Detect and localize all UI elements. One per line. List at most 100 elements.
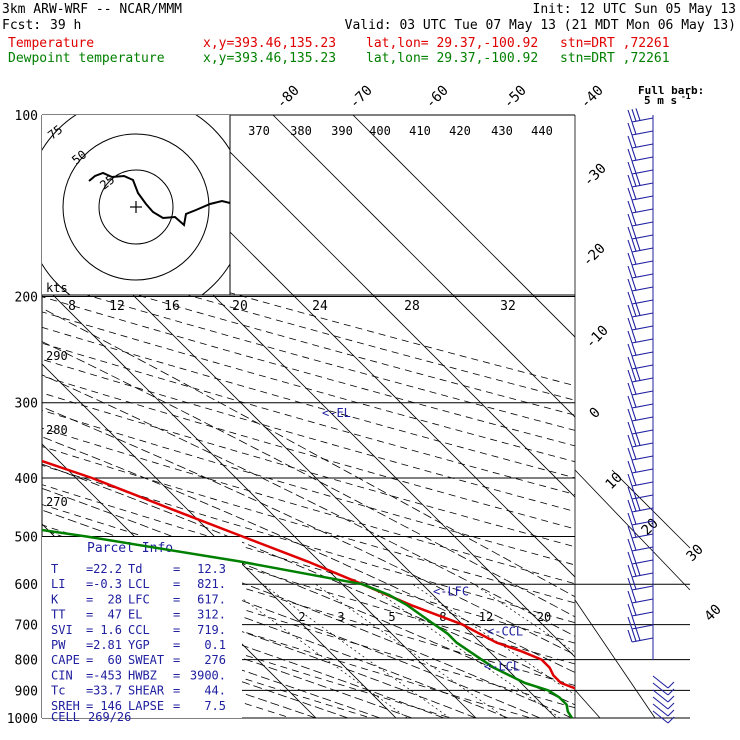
svg-text:=: = bbox=[173, 562, 180, 576]
pressure-label-300: 300 bbox=[15, 397, 38, 412]
theta-label-380: 380 bbox=[290, 124, 312, 138]
wind-barb bbox=[627, 421, 654, 435]
isotherm-60 bbox=[352, 115, 575, 338]
mixing-ratio-8 bbox=[366, 583, 561, 718]
parcel-value-el: 312. bbox=[197, 608, 226, 622]
wind-barb bbox=[652, 703, 675, 717]
parcel-value-cape: 60 bbox=[108, 653, 122, 667]
theta-label-400: 400 bbox=[369, 124, 391, 138]
wind-barb bbox=[652, 696, 675, 710]
theta-label-370: 370 bbox=[248, 124, 270, 138]
dry-adiabat-320 bbox=[42, 484, 575, 644]
parcel-value-t: 22.2 bbox=[93, 562, 122, 576]
dry-adiabat-350 bbox=[42, 427, 575, 585]
hodograph-speed-12: 12 bbox=[109, 299, 125, 314]
parcel-key-t: T bbox=[51, 562, 58, 576]
wind-barb bbox=[627, 213, 654, 227]
parcel-value-sweat: 276 bbox=[204, 653, 226, 667]
parcel-key-ygp: YGP bbox=[128, 638, 150, 652]
mixing-ratio-label-2: 2 bbox=[298, 610, 305, 624]
moist-adiabat-36 bbox=[42, 341, 575, 618]
dry-adiabat-340 bbox=[42, 446, 575, 604]
svg-text:=: = bbox=[86, 623, 93, 637]
barb-legend-unit: 5 m s bbox=[644, 94, 677, 107]
parcel-value-svi: 1.6 bbox=[100, 623, 122, 637]
wind-barb bbox=[627, 278, 654, 292]
pressure-label-800: 800 bbox=[15, 654, 38, 669]
isotherm-40 bbox=[192, 115, 575, 498]
barb-legend-unit-sup: -1 bbox=[681, 92, 691, 101]
wind-barb bbox=[627, 486, 654, 500]
wind-barb bbox=[627, 330, 654, 344]
svg-text:=: = bbox=[173, 623, 180, 637]
dry-adiabat-420 bbox=[42, 311, 575, 463]
parcel-value-li: -0.3 bbox=[93, 577, 122, 591]
wind-barb bbox=[627, 433, 654, 448]
wind-barb bbox=[627, 590, 654, 604]
isotherm-label--60: -60 bbox=[423, 83, 452, 112]
wind-barb bbox=[627, 408, 654, 422]
wind-barb bbox=[627, 303, 654, 318]
hodograph-speed-16: 16 bbox=[164, 299, 180, 314]
parcel-info-title: Parcel Info bbox=[87, 541, 173, 556]
mixing-ratio-20 bbox=[473, 583, 575, 653]
wind-barb bbox=[652, 682, 675, 696]
parcel-key-hwbz: HWBZ bbox=[128, 668, 157, 682]
parcel-key-sreh: SREH bbox=[51, 699, 80, 713]
svg-text:=: = bbox=[86, 653, 93, 667]
parcel-key-tc: Tc bbox=[51, 684, 65, 698]
hodograph-kts-label: kts bbox=[46, 281, 68, 295]
theta-label-420: 420 bbox=[449, 124, 471, 138]
annotation-lfc: <-LFC bbox=[433, 585, 469, 599]
svg-text:=: = bbox=[173, 638, 180, 652]
forecast-hour: 39 h bbox=[50, 18, 82, 33]
isotherm-label--70: -70 bbox=[347, 83, 376, 112]
temperature-legend: Temperature bbox=[8, 36, 95, 51]
parcel-key-cin: CIN bbox=[51, 668, 73, 682]
wind-barb bbox=[652, 689, 675, 703]
parcel-key-td: Td bbox=[128, 562, 142, 576]
parcel-key-k: K bbox=[51, 592, 59, 606]
wind-barb bbox=[627, 368, 654, 383]
svg-text:=: = bbox=[86, 577, 93, 591]
svg-text:=: = bbox=[173, 684, 180, 698]
dewpoint-latlon: lat,lon= 29.37,-100.92 bbox=[366, 51, 539, 66]
wind-barb bbox=[627, 173, 654, 188]
parcel-value-lcl: 821. bbox=[197, 577, 226, 591]
annotation-lcl: <-LCL bbox=[484, 659, 520, 673]
hodograph: 25 50 75 kts 8 12 16 20 24 28 32 bbox=[42, 115, 575, 314]
parcel-value-td: 12.3 bbox=[197, 562, 226, 576]
wind-barb bbox=[627, 498, 654, 513]
isotherm-label--40: -40 bbox=[578, 83, 607, 112]
hodograph-speed-20: 20 bbox=[232, 299, 248, 314]
dry-adiabat-260 bbox=[42, 613, 373, 718]
valid-time: Valid: 03 UTC Tue 07 May 13 (21 MDT Mon … bbox=[344, 18, 736, 33]
parcel-value-sreh: 146 bbox=[100, 699, 122, 713]
parcel-key-cape: CAPE bbox=[51, 653, 80, 667]
wind-barb bbox=[627, 226, 654, 240]
svg-text:=: = bbox=[86, 638, 93, 652]
annotation-el: <-EL bbox=[322, 406, 351, 420]
dewpoint-xy: x,y=393.46,135.23 bbox=[203, 51, 337, 66]
pressure-label-600: 600 bbox=[15, 578, 38, 593]
svg-text:=: = bbox=[86, 608, 93, 622]
wind-barb bbox=[627, 252, 654, 266]
wind-barb bbox=[627, 616, 654, 630]
pressure-label-900: 900 bbox=[15, 684, 38, 699]
isotherm-label--20: -20 bbox=[580, 241, 609, 270]
parcel-key-sweat: SWEAT bbox=[128, 653, 164, 667]
wind-barb bbox=[627, 148, 654, 162]
dewpoint-profile bbox=[42, 528, 574, 718]
wind-barb bbox=[627, 551, 654, 565]
wind-barb bbox=[627, 161, 654, 175]
dry-adiabat-440 bbox=[42, 281, 575, 431]
parcel-key-lcl: LCL bbox=[128, 577, 150, 591]
wind-barb bbox=[627, 525, 654, 539]
svg-text:=: = bbox=[86, 592, 93, 606]
barb-legend-title: Full barb: bbox=[638, 84, 704, 97]
hodograph-speed-28: 28 bbox=[404, 299, 420, 314]
parcel-key-shear: SHEAR bbox=[128, 684, 165, 698]
isotherm-label-10: 10 bbox=[603, 470, 626, 493]
theta-label-410: 410 bbox=[409, 124, 431, 138]
